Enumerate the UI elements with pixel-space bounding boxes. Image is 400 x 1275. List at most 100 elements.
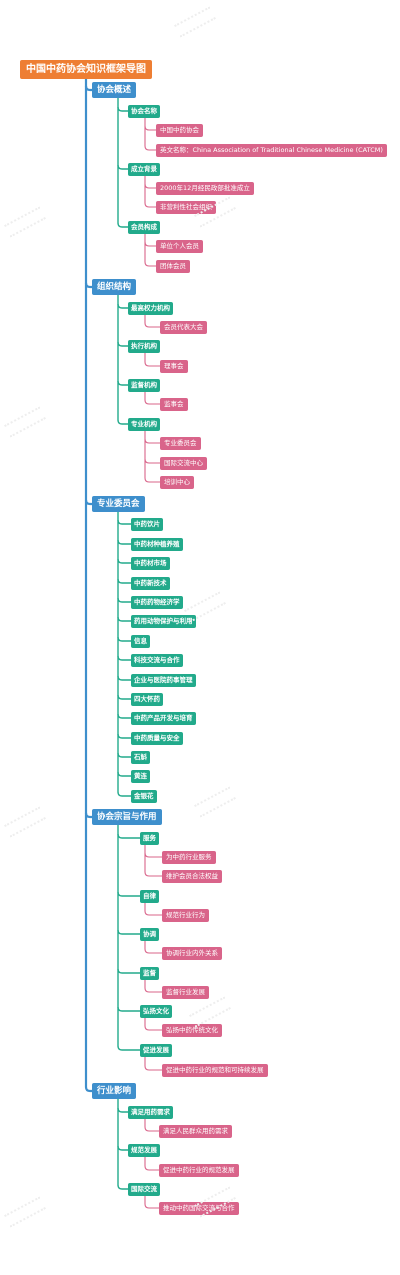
connector-detail [144,1203,159,1209]
detail-topic[interactable]: 促进中药行业的规范发展 [159,1163,239,1177]
detail-topic[interactable]: 促进中药行业的规范和可持续发展 [162,1063,268,1077]
subtopic[interactable]: 满足用药需求 [128,1105,173,1119]
connector-subtopic [117,419,128,425]
main-branch-5[interactable]: 行业影响 [92,1083,137,1099]
detail-topic[interactable]: 国际交流中心 [160,456,207,470]
subtopic[interactable]: 执行机构 [128,339,160,353]
connector-subtopic [117,733,131,739]
connector-detail [144,852,162,858]
connector-subtopic [117,1184,128,1190]
detail-topic[interactable]: 中国中药协会 [156,123,203,137]
detail-topic[interactable]: 培训中心 [160,475,194,489]
connector-detail [144,145,156,151]
subtopic[interactable]: 会员构成 [128,220,160,234]
connector-detail [144,125,156,131]
main-branch-2[interactable]: 组织结构 [92,279,137,295]
subtopic[interactable]: 自律 [140,889,159,903]
connector-subtopic [117,539,131,545]
subtopic[interactable]: 中药饮片 [131,517,163,531]
subtopic[interactable]: 促进发展 [140,1043,172,1057]
connector-subtopic [117,791,131,797]
connector-detail [144,458,160,464]
connector-subtopic [117,1145,128,1151]
detail-topic[interactable]: 专业委员会 [160,436,201,450]
subtopic[interactable]: 黄连 [131,769,150,783]
root-topic[interactable]: 中国中药协会知识框架导图 [20,59,152,79]
detail-topic[interactable]: 英文名称：China Association of Traditional Ch… [156,143,387,157]
connector-subtopic [117,833,140,839]
detail-topic[interactable]: 2000年12月经民政部批准成立 [156,181,254,195]
detail-topic[interactable]: 会员代表大会 [160,320,207,334]
subtopic[interactable]: 专业机构 [128,417,160,431]
detail-topic[interactable]: 监事会 [160,397,188,411]
main-branch-1[interactable]: 协会概述 [92,82,137,98]
detail-topic[interactable]: 推动中药国际交流与合作 [159,1201,239,1215]
connector-detail [144,322,160,328]
connector-subtopic [117,303,128,309]
connector-subtopic [117,929,140,935]
connector-detail [144,477,160,483]
subtopic[interactable]: 规范发展 [128,1143,160,1157]
subtopic[interactable]: 监督机构 [128,378,160,392]
detail-topic[interactable]: 单位个人会员 [156,239,203,253]
connector-root-branch [84,282,92,289]
detail-topic[interactable]: 理事会 [160,359,188,373]
detail-topic[interactable]: 为中药行业服务 [162,850,216,864]
detail-topic[interactable]: 弘扬中药传统文化 [162,1023,222,1037]
connector-detail [144,910,162,916]
subtopic[interactable]: 国际交流 [128,1182,160,1196]
connector-subtopic [117,891,140,897]
connector-subtopic [117,578,131,584]
connector-detail [144,241,156,247]
connector-subtopic [117,675,131,681]
connector-subtopic [117,771,131,777]
main-branch-4[interactable]: 协会宗旨与作用 [92,809,162,825]
connector-subtopic [117,519,131,525]
connector-detail [144,1025,162,1031]
subtopic[interactable]: 药用动物保护与利用 [131,614,196,628]
connector-detail [144,399,160,405]
subtopic[interactable]: 中药质量与安全 [131,731,183,745]
subtopic[interactable]: 中药材市场 [131,556,170,570]
connector-subtopic [117,597,131,603]
connector-subtopic [117,713,131,719]
subtopic[interactable]: 四大怀药 [131,692,163,706]
detail-topic[interactable]: 协调行业内外关系 [162,946,222,960]
detail-topic[interactable]: 满足人民群众用药需求 [159,1124,232,1138]
connector-detail [144,202,156,208]
subtopic[interactable]: 监督 [140,966,159,980]
subtopic[interactable]: 信息 [131,634,150,648]
detail-topic[interactable]: 监督行业发展 [162,985,209,999]
subtopic[interactable]: 服务 [140,831,159,845]
detail-topic[interactable]: 团体会员 [156,259,190,273]
connector-root-branch [84,85,92,92]
subtopic[interactable]: 石斛 [131,750,150,764]
connector-subtopic [117,694,131,700]
subtopic[interactable]: 弘扬文化 [140,1004,172,1018]
subtopic[interactable]: 中药新技术 [131,576,170,590]
subtopic[interactable]: 企业与医院药事管理 [131,673,196,687]
subtopic[interactable]: 科技交流与合作 [131,653,183,667]
connector-detail [144,261,156,267]
connector-detail [144,183,156,189]
connector-subtopic [117,1006,140,1012]
connector-subtopic [117,341,128,347]
subtopic[interactable]: 协会名称 [128,104,160,118]
connector-subtopic [117,164,128,170]
subtopic[interactable]: 中药药物经济学 [131,595,183,609]
subtopic[interactable]: 金银花 [131,789,157,803]
subtopic[interactable]: 协调 [140,927,159,941]
connector-root-branch [84,499,92,506]
detail-topic[interactable]: 规范行业行为 [162,908,209,922]
detail-topic[interactable]: 非营利性社会组织 [156,200,216,214]
detail-topic[interactable]: 维护会员合法权益 [162,869,222,883]
subtopic[interactable]: 中药材种植养殖 [131,537,183,551]
subtopic[interactable]: 成立背景 [128,162,160,176]
connector-subtopic [117,558,131,564]
connector-subtopic [117,616,131,622]
subtopic[interactable]: 最高权力机构 [128,301,173,315]
main-branch-3[interactable]: 专业委员会 [92,496,145,512]
subtopic[interactable]: 中药产品开发与培育 [131,711,196,725]
